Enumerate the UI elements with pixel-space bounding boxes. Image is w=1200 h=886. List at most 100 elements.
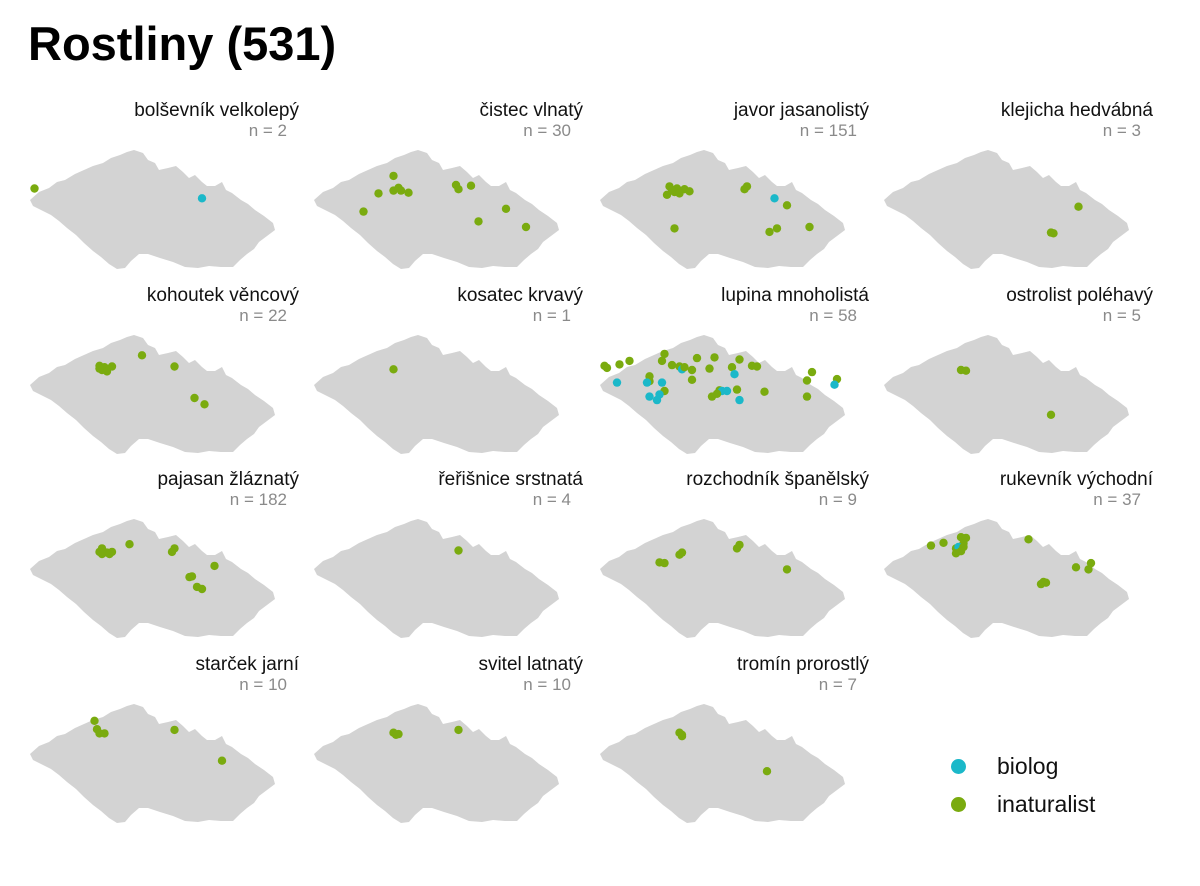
map-panel: tromín prorostlý n = 7 <box>592 654 877 839</box>
panel-count: n = 10 <box>239 675 287 694</box>
country-outline <box>884 519 1129 638</box>
panel-count: n = 9 <box>818 490 857 509</box>
map-svg <box>600 704 845 823</box>
observation-point-inaturalist <box>167 547 177 557</box>
map-panel: kohoutek věncový n = 22 <box>22 285 307 470</box>
observation-point-inaturalist <box>660 349 669 359</box>
observation-point-inaturalist <box>389 171 398 181</box>
observation-point-inaturalist <box>752 362 762 371</box>
panel-count: n = 5 <box>1102 306 1141 325</box>
observation-point-inaturalist <box>454 185 463 194</box>
observation-point-inaturalist <box>939 538 948 547</box>
observation-point-inaturalist <box>170 725 179 735</box>
map-panel: kosatec krvavý n = 1 <box>306 285 591 470</box>
panel-title: bolševník velkolepý <box>134 100 299 121</box>
observation-point-inaturalist <box>137 351 147 360</box>
observation-point-inaturalist <box>30 184 39 193</box>
page-title: Rostliny (531) <box>28 17 337 70</box>
map-svg <box>600 150 845 269</box>
country-outline <box>600 704 845 823</box>
observation-point-inaturalist <box>200 400 209 409</box>
observation-point-biolog <box>770 194 779 203</box>
map-svg <box>30 519 275 638</box>
observation-point-inaturalist <box>675 189 684 198</box>
map-panel: rozchodník španělský n = 9 <box>592 469 877 654</box>
observation-point-inaturalist <box>602 363 612 373</box>
panel-title: kohoutek věncový <box>146 285 299 306</box>
observation-point-inaturalist <box>802 376 812 385</box>
observation-point-inaturalist <box>802 392 812 401</box>
panel-count: n = 2 <box>248 121 287 140</box>
country-outline <box>314 519 559 638</box>
observation-point-inaturalist <box>961 366 971 375</box>
panel-title: řeřišnice srstnatá <box>438 469 583 490</box>
panel-count: n = 3 <box>1102 121 1141 140</box>
panel-count: n = 30 <box>523 121 571 140</box>
panel-title: klejicha hedvábná <box>1000 100 1153 121</box>
panel-title: kosatec krvavý <box>457 285 583 306</box>
observation-point-inaturalist <box>675 550 684 559</box>
map-svg <box>314 150 559 269</box>
observation-point-inaturalist <box>680 363 689 372</box>
observation-point-inaturalist <box>677 732 687 741</box>
observation-point-biolog <box>730 370 739 379</box>
observation-point-inaturalist <box>197 584 207 594</box>
observation-point-inaturalist <box>90 716 99 725</box>
panel-title: ostrolist poléhavý <box>1006 285 1153 306</box>
observation-point-inaturalist <box>404 188 413 197</box>
observation-point-inaturalist <box>951 549 961 558</box>
observation-point-inaturalist <box>190 393 199 403</box>
panel-title: svitel latnatý <box>478 654 583 675</box>
observation-point-inaturalist <box>391 730 401 739</box>
map-panel: rukevník východní n = 37 <box>876 469 1161 654</box>
panel-count: n = 4 <box>532 490 571 509</box>
observation-point-inaturalist <box>732 385 742 394</box>
observation-point-inaturalist <box>687 365 697 375</box>
map-svg <box>30 704 275 823</box>
map-svg <box>30 335 275 454</box>
observation-point-inaturalist <box>926 541 936 550</box>
panel-title: tromín prorostlý <box>737 654 869 675</box>
observation-point-biolog <box>722 386 732 396</box>
panel-count: n = 1 <box>532 306 571 325</box>
panel-title: rozchodník španělský <box>686 469 869 490</box>
country-outline <box>314 335 559 454</box>
observation-point-inaturalist <box>466 181 476 190</box>
panel-count: n = 182 <box>229 490 287 509</box>
map-svg <box>884 150 1129 269</box>
observation-point-inaturalist <box>1024 535 1033 544</box>
legend-label: biolog <box>997 753 1059 779</box>
panel-title: pajasan žláznatý <box>157 469 299 490</box>
observation-point-inaturalist <box>805 222 814 232</box>
map-svg <box>600 335 845 454</box>
map-panel: čistec vlnatý n = 30 <box>306 100 591 285</box>
observation-point-inaturalist <box>501 204 511 213</box>
observation-point-inaturalist <box>105 549 114 559</box>
observation-point-biolog <box>830 380 839 389</box>
observation-point-inaturalist <box>1036 579 1046 589</box>
observation-point-inaturalist <box>782 565 792 574</box>
panel-count: n = 58 <box>809 306 857 325</box>
country-outline <box>314 150 559 269</box>
observation-point-inaturalist <box>454 725 463 735</box>
observation-point-inaturalist <box>1071 563 1081 572</box>
map-panel: pajasan žláznatý n = 182 <box>22 469 307 654</box>
panel-title: javor jasanolistý <box>733 100 869 121</box>
observation-point-inaturalist <box>667 185 677 195</box>
panel-count: n = 7 <box>818 675 857 694</box>
observation-point-inaturalist <box>217 756 227 765</box>
observation-point-inaturalist <box>396 186 406 195</box>
observation-point-biolog <box>652 395 662 405</box>
map-panel: svitel latnatý n = 10 <box>306 654 591 839</box>
country-outline <box>314 704 559 823</box>
observation-point-inaturalist <box>102 367 112 376</box>
observation-point-inaturalist <box>97 549 107 559</box>
observation-point-inaturalist <box>1046 410 1056 419</box>
observation-point-inaturalist <box>740 185 749 194</box>
observation-point-inaturalist <box>710 353 719 362</box>
observation-point-biolog <box>645 392 654 401</box>
observation-point-inaturalist <box>807 367 817 377</box>
map-svg <box>30 150 275 269</box>
observation-point-inaturalist <box>521 222 531 232</box>
observation-point-inaturalist <box>772 224 782 233</box>
